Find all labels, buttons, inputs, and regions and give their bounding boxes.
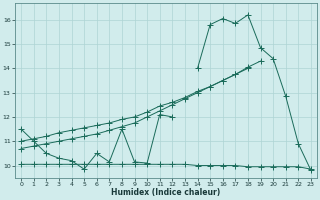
X-axis label: Humidex (Indice chaleur): Humidex (Indice chaleur) (111, 188, 221, 197)
